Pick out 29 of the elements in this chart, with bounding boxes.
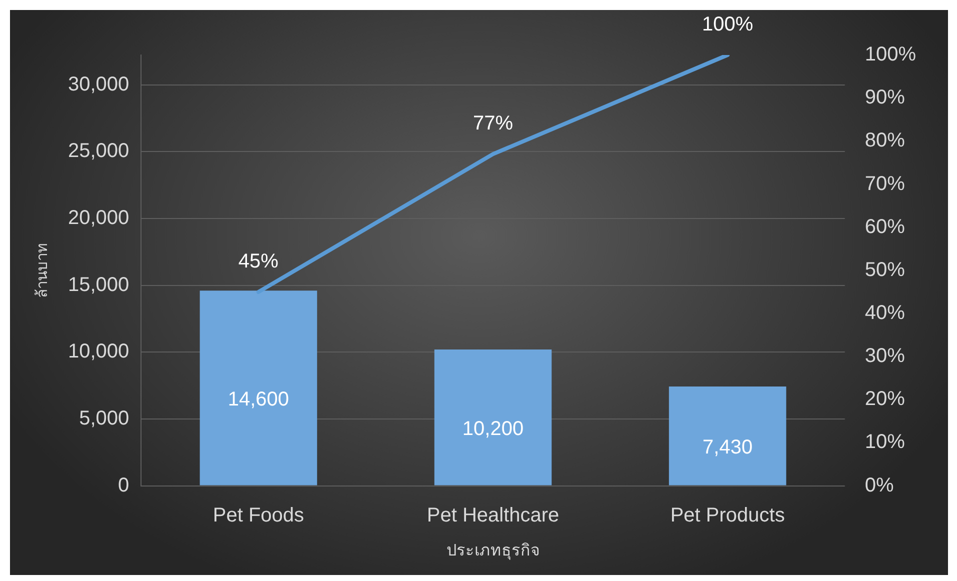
y-tick-label: 25,000 — [68, 140, 130, 162]
x-tick-label: Pet Foods — [212, 504, 304, 526]
y-tick-label: 10,000 — [68, 340, 130, 363]
y-tick-label: 15,000 — [68, 274, 130, 296]
y-axis-title: ล้านบาท — [32, 242, 51, 298]
y-tick-label: 20,000 — [68, 206, 130, 229]
y2-tick-label: 80% — [864, 130, 906, 152]
text: 10,200 — [462, 418, 524, 440]
x-tick-label: Pet Products — [670, 504, 785, 526]
y-tick-label: 30,000 — [68, 73, 130, 96]
y2-tick-label: 70% — [864, 172, 906, 195]
y2-tick-label: 90% — [864, 86, 906, 109]
y2-tick-label: 0% — [864, 474, 894, 496]
data-label: 45% — [238, 250, 279, 272]
x-tick-label: Pet Healthcare — [426, 504, 560, 526]
data-label: 77% — [472, 112, 514, 135]
y2-tick-label: 30% — [864, 345, 906, 368]
y2-tick-label: 40% — [864, 302, 906, 324]
y-tick-label: 0 — [118, 474, 130, 496]
y2-tick-label: 50% — [864, 258, 906, 281]
text: 7,430 — [702, 436, 753, 458]
y2-tick-label: 100% — [864, 44, 916, 66]
y2-tick-label: 10% — [864, 431, 906, 454]
y-tick-label: 5,000 — [79, 407, 130, 430]
y2-tick-label: 60% — [864, 216, 906, 238]
x-axis-title: ประเภทธุรกิจ — [446, 540, 540, 561]
text: 14,600 — [228, 388, 290, 410]
data-label: 100% — [702, 14, 754, 36]
y2-tick-label: 20% — [864, 388, 906, 410]
